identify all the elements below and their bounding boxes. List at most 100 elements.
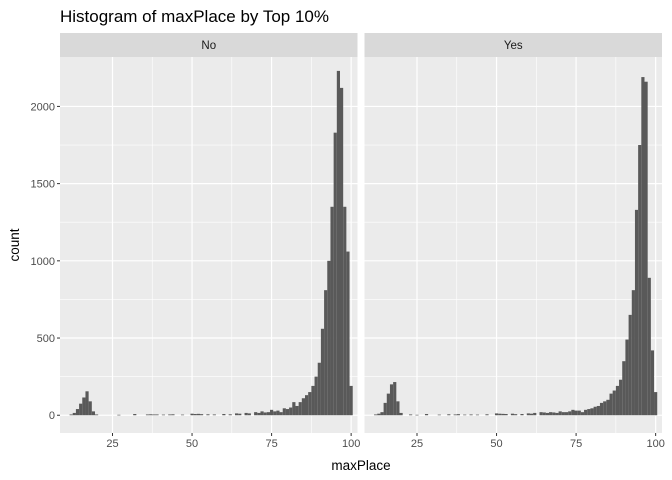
histogram-bar: [641, 77, 645, 416]
histogram-bar: [542, 412, 546, 416]
facet-strip-yes: [364, 33, 662, 57]
x-tick-label: 100: [342, 438, 360, 450]
histogram-bar: [266, 412, 270, 416]
histogram-bar: [377, 413, 381, 416]
histogram-bar: [501, 413, 505, 416]
histogram-bar: [72, 412, 76, 416]
histogram-bar: [196, 413, 200, 416]
histogram-bar: [85, 391, 89, 416]
histogram-bar: [79, 403, 83, 416]
y-tick-label: 1500: [31, 179, 55, 191]
y-tick-label: 1000: [31, 256, 55, 268]
histogram-bar: [545, 412, 550, 416]
histogram-bar: [533, 412, 537, 416]
histogram-bar: [447, 414, 451, 416]
histogram-bar: [69, 414, 73, 416]
histogram-bar: [463, 414, 467, 416]
x-tick-label: 25: [106, 438, 118, 450]
histogram-bar: [374, 414, 378, 416]
histogram-bar: [571, 409, 575, 416]
histogram-bar: [456, 414, 460, 416]
histogram-bar: [494, 413, 499, 416]
histogram-bar: [558, 411, 562, 416]
histogram-bar: [346, 251, 350, 416]
histogram-bar: [336, 70, 340, 416]
histogram-bar: [634, 209, 639, 416]
histogram-bar: [549, 412, 553, 416]
x-tick-label: 75: [570, 438, 582, 450]
histogram-bar: [301, 398, 305, 416]
histogram-bar: [580, 412, 585, 416]
histogram-bar: [330, 206, 334, 416]
histogram-bar: [327, 260, 331, 416]
histogram-bar: [564, 412, 569, 416]
histogram-bar: [282, 408, 286, 416]
histogram-bar: [200, 414, 204, 416]
x-tick-label: 50: [186, 438, 198, 450]
x-axis-no: 25 50 75 100: [106, 433, 360, 450]
histogram-bar: [295, 405, 299, 416]
histogram-bar: [95, 414, 99, 416]
histogram-bar: [619, 379, 623, 416]
histogram-bar: [555, 412, 559, 416]
histogram-bar: [298, 402, 302, 416]
histogram-bar: [561, 412, 565, 416]
histogram-bar: [625, 339, 629, 416]
histogram-bar: [340, 87, 344, 416]
histogram-bar: [590, 408, 594, 416]
histogram-bar: [539, 412, 543, 416]
histogram-bar: [529, 413, 534, 416]
histogram-bar: [609, 393, 613, 416]
histogram-bar: [91, 411, 95, 416]
histogram-bar: [593, 406, 597, 416]
y-axis-title: count: [7, 228, 22, 261]
histogram-bar: [526, 413, 530, 416]
plot-panel-no: [60, 57, 358, 433]
y-axis: 0 500 1000 1500 2000: [31, 101, 60, 422]
histogram-bar: [152, 414, 156, 416]
histogram-bar: [168, 414, 172, 416]
histogram-bar: [415, 414, 419, 416]
histogram-bar: [514, 414, 518, 416]
histogram-bar: [260, 411, 264, 416]
histogram-bar: [386, 393, 390, 416]
histogram-bar: [396, 401, 400, 416]
histogram-bar: [320, 328, 325, 416]
histogram-bar: [343, 206, 347, 416]
facet-panel-yes: Yes: [364, 33, 662, 433]
histogram-bar: [263, 412, 267, 416]
histogram-bar: [510, 413, 515, 416]
histogram-bar: [383, 402, 387, 416]
histogram-bar: [568, 411, 572, 416]
histogram-bar: [612, 390, 616, 416]
x-axis-yes: 25 50 75 100: [411, 433, 665, 450]
x-tick-label: 100: [646, 438, 664, 450]
histogram-bar: [647, 277, 651, 416]
facet-strip-label-yes: Yes: [504, 40, 523, 52]
histogram-bar: [88, 401, 92, 416]
histogram-bar: [615, 385, 620, 416]
facet-panel-no: No: [60, 33, 358, 433]
histogram-bar: [606, 399, 610, 416]
histogram-bar: [424, 414, 429, 416]
histogram-bar: [584, 409, 588, 416]
histogram-bar: [244, 412, 248, 416]
histogram-bar: [235, 413, 239, 416]
histogram-bar: [349, 385, 353, 416]
x-tick-label: 25: [411, 438, 423, 450]
histogram-bar: [596, 405, 600, 416]
histogram-bar: [603, 401, 607, 416]
histogram-bar: [206, 414, 210, 416]
facet-strip-label-no: No: [201, 40, 216, 52]
histogram-bar: [628, 314, 632, 416]
histogram-bar: [254, 412, 258, 416]
x-tick-label: 50: [490, 438, 502, 450]
histogram-bar: [469, 414, 473, 416]
histogram-bar: [622, 361, 626, 416]
y-tick-label: 500: [37, 333, 55, 345]
histogram-bar: [276, 410, 280, 416]
histogram-bar: [324, 290, 328, 416]
histogram-bar: [399, 412, 403, 416]
histogram-bar: [498, 413, 502, 416]
